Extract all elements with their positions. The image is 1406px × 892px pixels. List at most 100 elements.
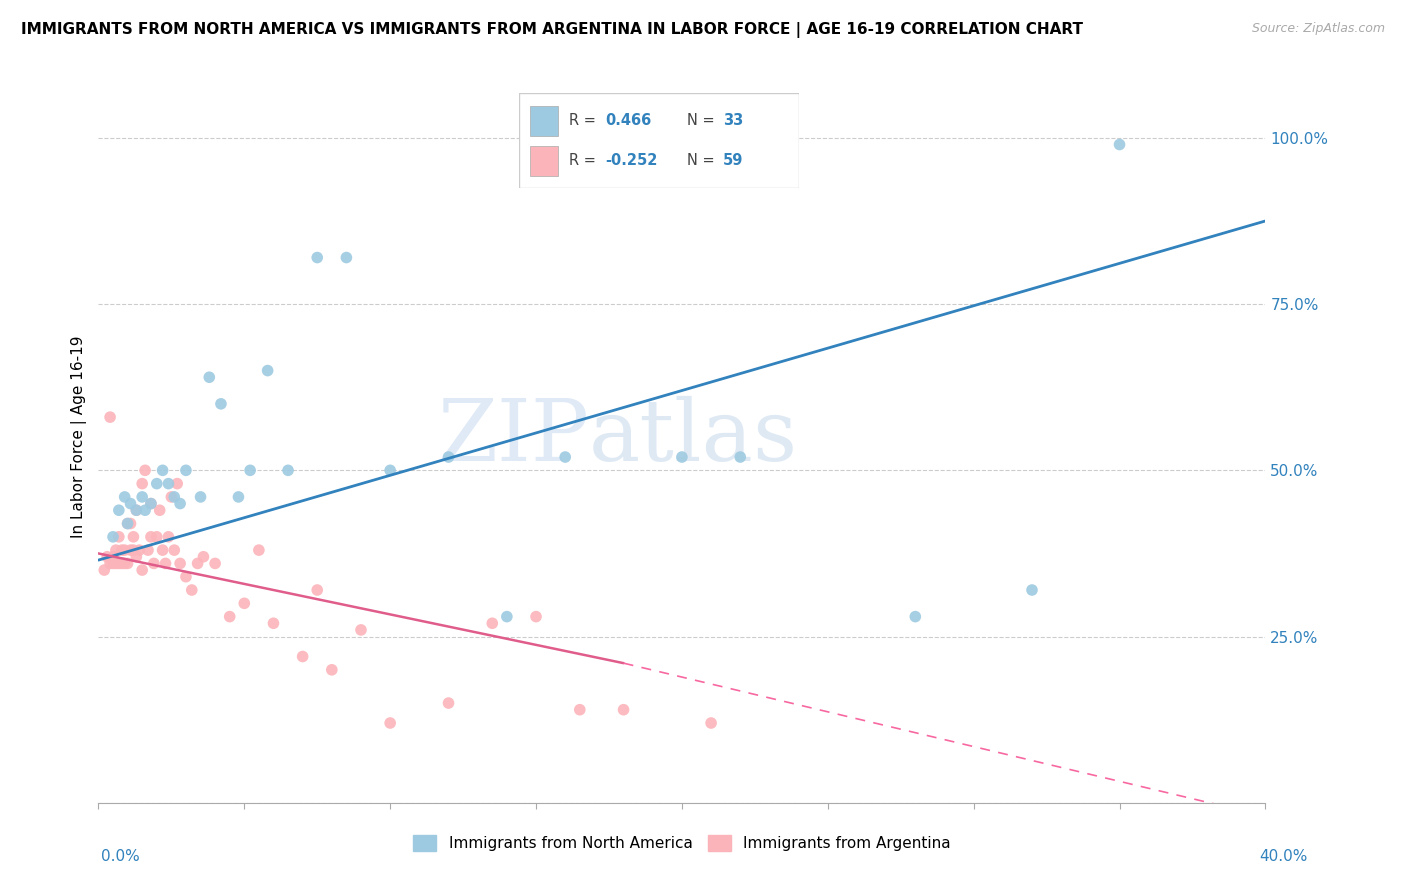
- Point: [612, 703, 634, 717]
- Point: [142, 557, 165, 571]
- Point: [134, 503, 156, 517]
- Text: 0.0%: 0.0%: [101, 849, 141, 864]
- Point: [239, 463, 262, 477]
- Point: [380, 716, 402, 731]
- Point: [1108, 137, 1130, 152]
- Point: [190, 490, 212, 504]
- Point: [104, 543, 127, 558]
- Point: [155, 557, 177, 571]
- Point: [131, 476, 153, 491]
- Point: [101, 557, 124, 571]
- Point: [125, 549, 148, 564]
- Point: [96, 549, 118, 564]
- Point: [321, 663, 343, 677]
- Point: [437, 450, 460, 464]
- Point: [108, 557, 131, 571]
- Point: [335, 251, 357, 265]
- Point: [152, 543, 174, 558]
- Point: [291, 649, 314, 664]
- Point: [554, 450, 576, 464]
- Point: [108, 503, 131, 517]
- Point: [730, 450, 752, 464]
- Point: [157, 476, 180, 491]
- Point: [117, 557, 139, 571]
- Point: [193, 549, 215, 564]
- Point: [671, 450, 693, 464]
- Point: [198, 370, 221, 384]
- Point: [204, 557, 226, 571]
- Point: [160, 490, 183, 504]
- Point: [307, 582, 329, 597]
- Point: [122, 543, 145, 558]
- Point: [104, 557, 127, 571]
- Point: [233, 596, 256, 610]
- Point: [146, 530, 169, 544]
- Point: [174, 570, 197, 584]
- Point: [174, 463, 197, 477]
- Point: [524, 609, 547, 624]
- Text: IMMIGRANTS FROM NORTH AMERICA VS IMMIGRANTS FROM ARGENTINA IN LABOR FORCE | AGE : IMMIGRANTS FROM NORTH AMERICA VS IMMIGRA…: [21, 22, 1083, 38]
- Point: [256, 363, 278, 377]
- Point: [1021, 582, 1043, 597]
- Point: [134, 463, 156, 477]
- Point: [481, 616, 503, 631]
- Point: [149, 503, 172, 517]
- Point: [163, 490, 186, 504]
- Point: [98, 557, 121, 571]
- Point: [496, 609, 519, 624]
- Point: [122, 530, 145, 544]
- Point: [101, 549, 124, 564]
- Point: [350, 623, 373, 637]
- Point: [139, 530, 162, 544]
- Legend: Immigrants from North America, Immigrants from Argentina: Immigrants from North America, Immigrant…: [408, 830, 956, 857]
- Text: ZIP: ZIP: [437, 395, 589, 479]
- Point: [111, 543, 134, 558]
- Point: [277, 463, 299, 477]
- Point: [114, 557, 136, 571]
- Point: [152, 463, 174, 477]
- Point: [125, 503, 148, 517]
- Point: [169, 557, 191, 571]
- Point: [117, 516, 139, 531]
- Point: [131, 490, 153, 504]
- Point: [247, 543, 270, 558]
- Point: [169, 497, 191, 511]
- Point: [120, 516, 142, 531]
- Point: [437, 696, 460, 710]
- Point: [114, 543, 136, 558]
- Text: Source: ZipAtlas.com: Source: ZipAtlas.com: [1251, 22, 1385, 36]
- Y-axis label: In Labor Force | Age 16-19: In Labor Force | Age 16-19: [72, 335, 87, 539]
- Point: [163, 543, 186, 558]
- Point: [700, 716, 723, 731]
- Point: [131, 563, 153, 577]
- Point: [157, 530, 180, 544]
- Point: [187, 557, 209, 571]
- Point: [136, 543, 159, 558]
- Point: [125, 503, 148, 517]
- Point: [139, 497, 162, 511]
- Point: [307, 251, 329, 265]
- Point: [114, 490, 136, 504]
- Point: [101, 530, 124, 544]
- Point: [146, 476, 169, 491]
- Point: [380, 463, 402, 477]
- Point: [139, 497, 162, 511]
- Point: [180, 582, 202, 597]
- Text: 40.0%: 40.0%: [1260, 849, 1308, 864]
- Point: [209, 397, 232, 411]
- Text: atlas: atlas: [589, 395, 797, 479]
- Point: [120, 497, 142, 511]
- Point: [128, 543, 150, 558]
- Point: [98, 410, 121, 425]
- Point: [120, 543, 142, 558]
- Point: [93, 563, 115, 577]
- Point: [108, 530, 131, 544]
- Point: [904, 609, 927, 624]
- Point: [568, 703, 591, 717]
- Point: [218, 609, 240, 624]
- Point: [111, 557, 134, 571]
- Point: [117, 516, 139, 531]
- Point: [228, 490, 250, 504]
- Point: [166, 476, 188, 491]
- Point: [262, 616, 284, 631]
